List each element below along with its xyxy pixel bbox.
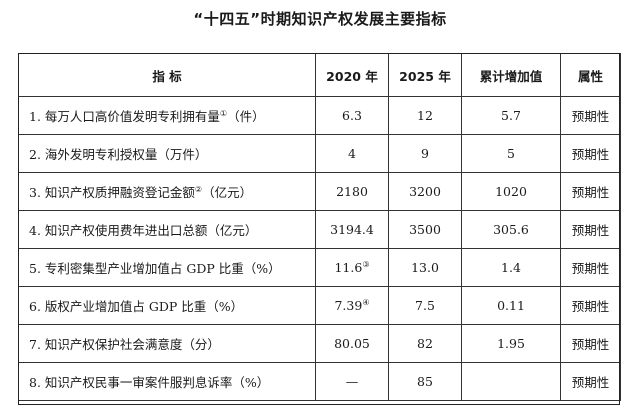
indicators-table: 指 标 2020 年 2025 年 累计增加值 属性 1. 每万人口高价值发明专… (18, 53, 621, 401)
footnote-mark: ④ (362, 297, 370, 307)
value-accumulated: 1.95 (461, 324, 561, 363)
value-accumulated (461, 362, 561, 401)
value-attribute: 预期性 (560, 96, 621, 135)
indicator-name: 7. 知识产权保护社会满意度（分） (18, 324, 316, 363)
table-row: 7. 知识产权保护社会满意度（分） 80.05 82 1.95 预期性 (18, 324, 621, 363)
value-2020: 3194.4 (315, 210, 389, 249)
indicator-name: 8. 知识产权民事一审案件服判息诉率（%） (18, 362, 316, 401)
header-indicator: 指 标 (18, 53, 316, 97)
indicator-name: 4. 知识产权使用费年进出口总额（亿元） (18, 210, 316, 249)
value-attribute: 预期性 (560, 210, 621, 249)
header-2025: 2025 年 (388, 53, 462, 97)
value-2020: 6.3 (315, 96, 389, 135)
header-accumulated: 累计增加值 (461, 53, 561, 97)
indicator-name: 1. 每万人口高价值发明专利拥有量①（件） (18, 96, 316, 135)
value-2020: 11.6③ (315, 248, 389, 287)
value-2025: 7.5 (388, 286, 462, 325)
value-attribute: 预期性 (560, 172, 621, 211)
table-row: 8. 知识产权民事一审案件服判息诉率（%） — 85 预期性 (18, 362, 621, 401)
value-2020: 4 (315, 134, 389, 173)
value-accumulated: 1.4 (461, 248, 561, 287)
indicator-name: 5. 专利密集型产业增加值占 GDP 比重（%） (18, 248, 316, 287)
footnote-mark: ② (194, 184, 203, 194)
value-accumulated: 305.6 (461, 210, 561, 249)
value-accumulated: 5.7 (461, 96, 561, 135)
value-attribute: 预期性 (560, 134, 621, 173)
value-2020: 2180 (315, 172, 389, 211)
value-accumulated: 5 (461, 134, 561, 173)
value-attribute: 预期性 (560, 362, 621, 401)
value-accumulated: 0.11 (461, 286, 561, 325)
footnote-mark: ① (219, 108, 228, 118)
indicator-name: 6. 版权产业增加值占 GDP 比重（%） (18, 286, 316, 325)
value-accumulated: 1020 (461, 172, 561, 211)
value-2025: 9 (388, 134, 462, 173)
value-2025: 82 (388, 324, 462, 363)
table-row: 2. 海外发明专利授权量（万件） 4 9 5 预期性 (18, 134, 621, 173)
value-attribute: 预期性 (560, 248, 621, 287)
indicator-name: 3. 知识产权质押融资登记金额②（亿元） (18, 172, 316, 211)
value-2025: 85 (388, 362, 462, 401)
table-row: 1. 每万人口高价值发明专利拥有量①（件） 6.3 12 5.7 预期性 (18, 96, 621, 135)
value-2025: 3500 (388, 210, 462, 249)
table-header-row: 指 标 2020 年 2025 年 累计增加值 属性 (18, 53, 621, 97)
value-2025: 13.0 (388, 248, 462, 287)
table-row: 3. 知识产权质押融资登记金额②（亿元） 2180 3200 1020 预期性 (18, 172, 621, 211)
document-title: “十四五”时期知识产权发展主要指标 (193, 10, 447, 28)
value-attribute: 预期性 (560, 286, 621, 325)
footnote-mark: ③ (362, 259, 370, 269)
value-2025: 3200 (388, 172, 462, 211)
value-2025: 12 (388, 96, 462, 135)
value-2020: 7.39④ (315, 286, 389, 325)
header-attribute: 属性 (560, 53, 621, 97)
value-2020: — (315, 362, 389, 401)
table-row: 4. 知识产权使用费年进出口总额（亿元） 3194.4 3500 305.6 预… (18, 210, 621, 249)
header-2020: 2020 年 (315, 53, 389, 97)
value-2020: 80.05 (315, 324, 389, 363)
table-row: 6. 版权产业增加值占 GDP 比重（%） 7.39④ 7.5 0.11 预期性 (18, 286, 621, 325)
indicator-name: 2. 海外发明专利授权量（万件） (18, 134, 316, 173)
table-row: 5. 专利密集型产业增加值占 GDP 比重（%） 11.6③ 13.0 1.4 … (18, 248, 621, 287)
value-attribute: 预期性 (560, 324, 621, 363)
